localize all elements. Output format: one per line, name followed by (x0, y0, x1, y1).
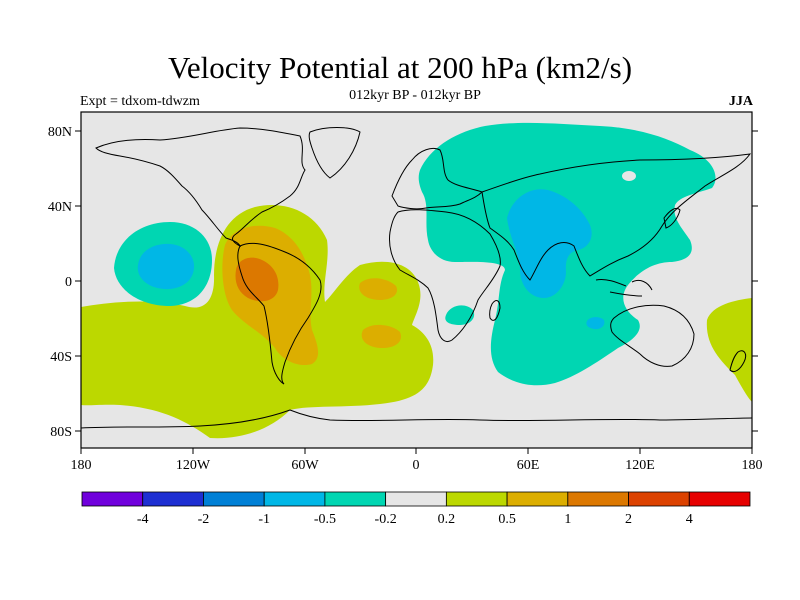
colorbar-label: -2 (198, 512, 210, 527)
colorbar-label: 4 (686, 512, 693, 527)
colorbar-cell (81, 491, 144, 507)
coast-new-zealand (729, 350, 747, 373)
negative-region-south-atlantic (445, 305, 475, 325)
lon-label-0: 0 (413, 458, 420, 473)
colorbar: -4 -2 -1 -0.5 -0.2 0.2 0.5 1 2 4 (81, 491, 751, 527)
colorbar-cell (263, 491, 326, 507)
coast-africa (389, 209, 501, 343)
lat-label-40n: 40N (48, 200, 72, 215)
lat-label-40s: 40S (50, 350, 72, 365)
colorbar-cell (385, 491, 447, 507)
lon-label-60e: 60E (517, 458, 540, 473)
colorbar-cell (142, 491, 204, 507)
colorbar-label: -1 (258, 512, 270, 527)
colorbar-label: 0.5 (498, 512, 516, 527)
colorbar-label: 0.2 (438, 512, 456, 527)
lat-label-80n: 80N (48, 125, 72, 140)
coast-australia (610, 304, 695, 367)
positive-region-west-pacific (706, 298, 752, 402)
map-field (81, 112, 752, 448)
experiment-label: Expt = tdxom-tdwzm (80, 94, 200, 109)
season-label: JJA (728, 94, 753, 109)
colorbar-cell (567, 491, 629, 507)
coast-south-america (237, 242, 322, 385)
coast-antarctica (81, 409, 752, 429)
colorbar-label: 2 (625, 512, 632, 527)
coast-greenland (308, 127, 361, 179)
negative-moderate-east-pacific (137, 243, 195, 290)
colorbar-cell (445, 491, 508, 507)
longitude-axis: 180 120W 60W 0 60E 120E 180 (71, 448, 763, 473)
colorbar-cell (688, 491, 751, 507)
coastlines (81, 127, 752, 429)
lon-label-120e: 120E (625, 458, 655, 473)
negative-moderate-australia-blob (586, 317, 605, 330)
lat-label-0: 0 (65, 275, 72, 290)
map-title: Velocity Potential at 200 hPa (km2/s) (167, 50, 633, 85)
coast-madagascar (489, 300, 501, 321)
latitude-axis: 80N 40N 0 40S 80S (48, 125, 758, 440)
lon-label-60w: 60W (291, 458, 319, 473)
colorbar-label: 1 (564, 512, 571, 527)
colorbar-cell (324, 491, 387, 507)
colorbar-cell (203, 491, 265, 507)
colorbar-cell (628, 491, 690, 507)
colorbar-label: -4 (137, 512, 149, 527)
lat-label-80s: 80S (50, 425, 72, 440)
positive-moderate-atlantic-north (359, 278, 398, 300)
lon-label-180w: 180 (71, 458, 92, 473)
colorbar-cell (506, 491, 569, 507)
map-subtitle: 012kyr BP - 012kyr BP (349, 88, 481, 103)
colorbar-label: -0.5 (314, 512, 336, 527)
positive-strong-amazon (235, 257, 279, 302)
positive-moderate-atlantic-south (361, 324, 401, 348)
coast-japan (663, 207, 681, 229)
coast-indonesia (595, 279, 653, 297)
colorbar-label: -0.2 (375, 512, 397, 527)
coast-europe (391, 147, 483, 210)
coast-north-america (95, 127, 306, 248)
lon-label-180e: 180 (742, 458, 763, 473)
lon-label-120w: 120W (176, 458, 211, 473)
coast-asia (481, 153, 752, 281)
negative-moderate-indian (507, 189, 592, 298)
siberia-neutral-patch (622, 171, 636, 181)
